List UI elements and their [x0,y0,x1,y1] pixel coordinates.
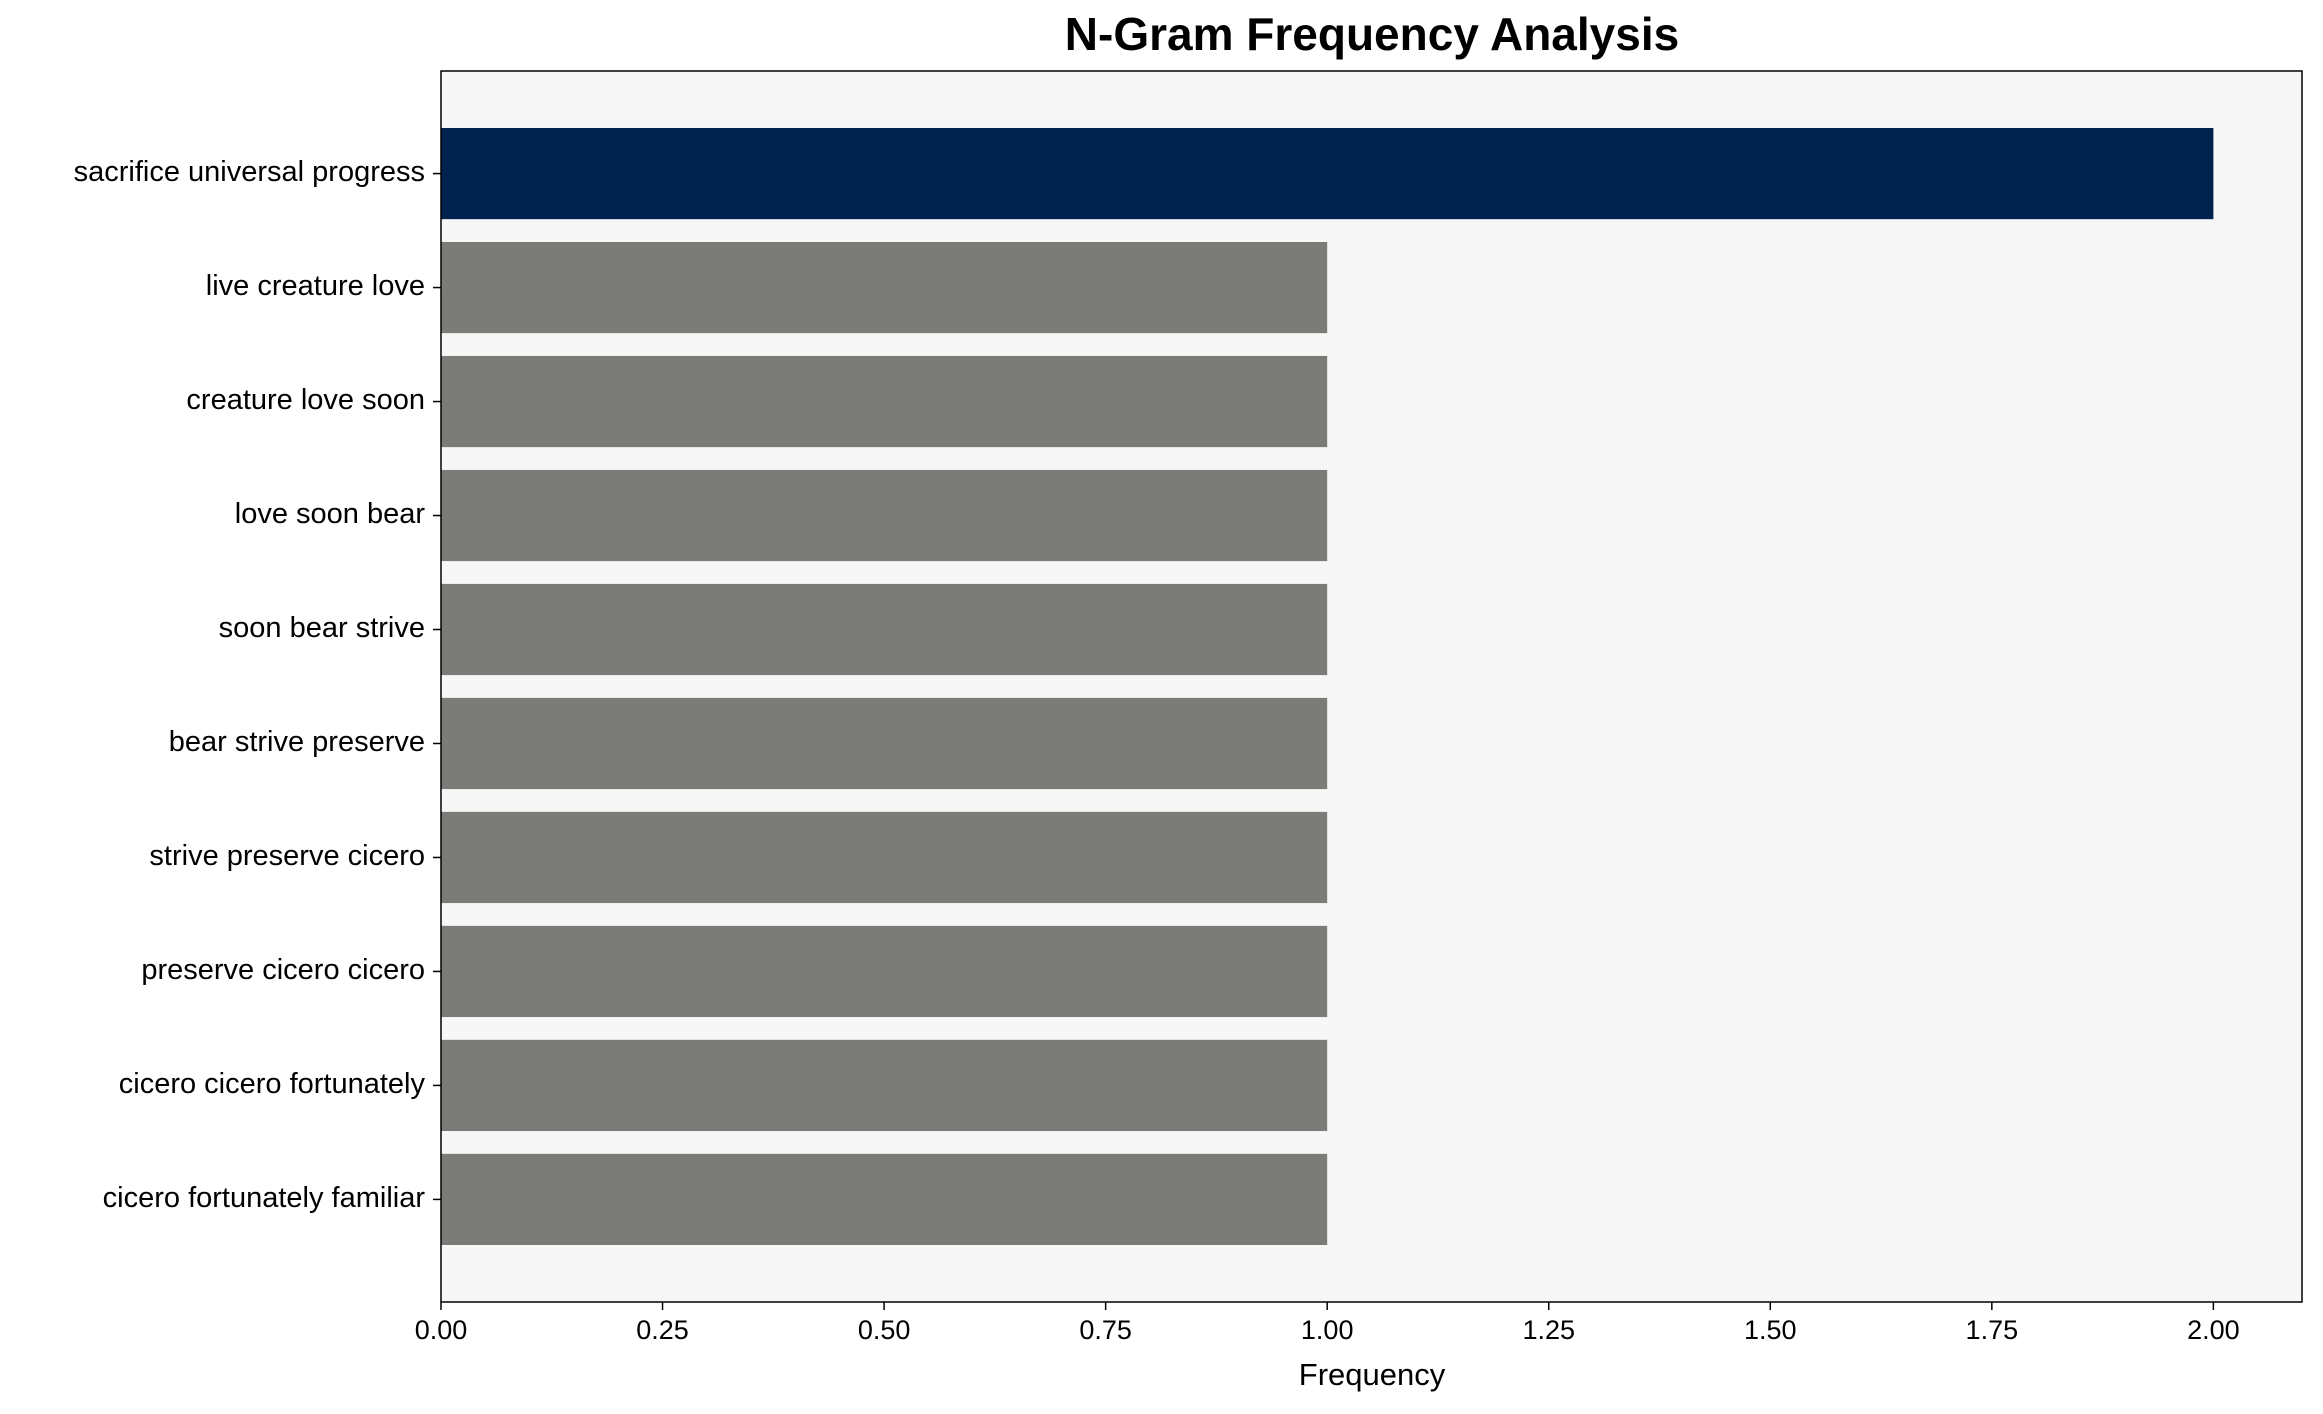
y-tick-label: soon bear strive [219,612,425,644]
bar [441,1153,1328,1246]
x-tick-label: 2.00 [2187,1315,2240,1345]
plot-frame [440,70,2303,1303]
y-tick-label: sacrifice universal progress [74,156,425,188]
y-tick-label: strive preserve cicero [149,840,425,872]
bar [441,127,2214,220]
bar [441,925,1328,1018]
x-tick-label: 1.00 [1301,1315,1354,1345]
bar [441,697,1328,790]
chart-title: N-Gram Frequency Analysis [1065,8,1679,60]
x-axis-label: Frequency [1299,1357,1446,1392]
bar [441,355,1328,448]
y-tick-label: bear strive preserve [169,726,425,758]
x-tick-label: 0.25 [636,1315,689,1345]
bar [441,811,1328,904]
y-tick-label: creature love soon [186,384,425,416]
y-tick-label: love soon bear [235,498,426,530]
x-tick-label: 0.00 [415,1315,468,1345]
y-tick-label: preserve cicero cicero [141,954,425,986]
y-tick-label: cicero fortunately familiar [103,1182,426,1214]
x-tick-label: 1.75 [1966,1315,2019,1345]
bar [441,1039,1328,1132]
x-tick-label: 1.50 [1744,1315,1797,1345]
bar [441,241,1328,334]
bar [441,469,1328,562]
y-tick-label: live creature love [206,270,425,302]
x-tick-label: 1.25 [1522,1315,1575,1345]
x-tick-label: 0.75 [1079,1315,1132,1345]
x-tick-label: 0.50 [858,1315,911,1345]
bar [441,583,1328,676]
y-tick-label: cicero cicero fortunately [119,1068,426,1100]
